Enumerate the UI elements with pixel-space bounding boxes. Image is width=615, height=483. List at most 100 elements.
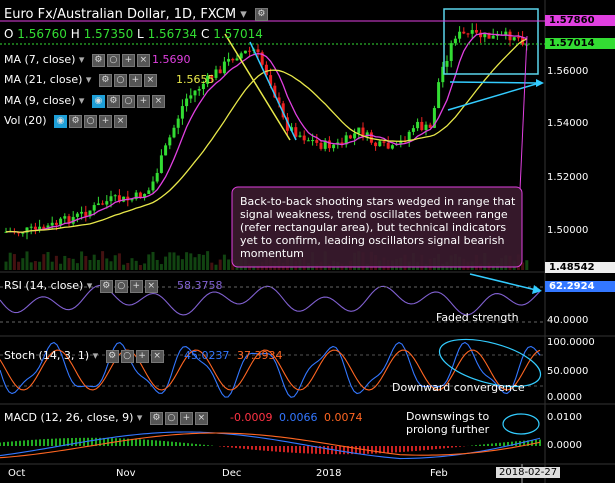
add-icon[interactable]: + [99,114,113,128]
settings-icon[interactable]: ⚙ [99,279,113,293]
volume-bar [164,256,168,270]
volume-bar [525,260,529,270]
candle-body [361,127,365,137]
stoch-label: Stoch (14, 3, 1) [4,349,90,362]
macd-hist-bar [391,446,393,453]
volume-bar [222,254,226,270]
chevron-down-icon[interactable]: ▾ [92,349,99,362]
eye-icon[interactable]: ◉ [54,114,68,128]
candle-body [50,222,54,226]
ma7-legend[interactable]: MA (7, close) ▾ ⚙ ○ + × 1.5690 [4,53,191,67]
chevron-down-icon[interactable]: ▾ [85,73,92,86]
settings-icon[interactable]: ⚙ [91,53,105,67]
rsi-legend[interactable]: RSI (14, close) ▾ ⚙ ○ + × 58.3758 [4,279,223,293]
eye-icon[interactable]: ◉ [91,94,105,108]
dec-trend-line-1[interactable] [224,33,291,141]
ma-trend-arrow[interactable] [447,83,537,111]
candle-body [239,53,243,59]
hide-icon[interactable]: ○ [164,411,178,425]
hide-icon[interactable]: ○ [84,114,98,128]
add-icon[interactable]: + [136,94,150,108]
add-icon[interactable]: + [121,53,135,67]
volume-bar [17,261,21,270]
macd-hist-bar [323,446,325,455]
macd-hist-bar [435,446,437,450]
macd-hist-bar [135,439,137,446]
chevron-down-icon[interactable]: ▾ [86,279,93,292]
settings-icon[interactable]: ⚙ [69,114,83,128]
candle-body [189,95,193,99]
stoch-legend[interactable]: Stoch (14, 3, 1) ▾ ⚙ ○ + × 45.0237 37.3934 [4,349,283,363]
macd-legend[interactable]: MACD (12, 26, close, 9) ▾ ⚙ ○ + × -0.0009 0… [4,411,363,425]
stoch-ellipse[interactable] [435,330,546,396]
close-icon[interactable]: × [114,114,128,128]
macd-hist-bar [283,446,285,453]
add-icon[interactable]: + [129,279,143,293]
settings-icon[interactable]: ⚙ [254,8,268,21]
candle-body [235,58,239,61]
chevron-down-icon[interactable]: ▾ [78,94,85,107]
range-rectangle[interactable] [443,8,539,75]
hide-icon[interactable]: ○ [120,349,134,363]
macd-hist-bar [411,446,413,452]
time-label: Dec [222,468,242,479]
settings-icon[interactable]: ⚙ [106,94,120,108]
dec-trend-line-2[interactable] [249,41,297,141]
candle-body [25,227,29,233]
macd-hist-bar [175,442,177,446]
symbol-title[interactable]: Euro Fx/Australian Dollar, 1D, FXCM [4,7,237,22]
hide-icon[interactable]: ○ [121,94,135,108]
stoch-d-value: 37.3934 [237,349,283,362]
macd-hist-bar [479,444,481,446]
upper-trend-line[interactable] [449,81,537,84]
settings-icon[interactable]: ⚙ [149,411,163,425]
time-label: Oct [8,468,26,479]
hide-icon[interactable]: ○ [106,53,120,67]
ma21-legend[interactable]: MA (21, close) ▾ ⚙ ○ + × 1.5655 [4,73,215,87]
close-icon[interactable]: × [151,94,165,108]
macd-hist-bar [407,446,409,452]
candle-body [264,64,268,76]
close-icon[interactable]: × [194,411,208,425]
macd-hist-bar [39,439,41,446]
macd-hist-bar [311,446,313,454]
macd-hist-bar [491,443,493,446]
macd-ellipse[interactable] [502,413,540,435]
candle-body [378,141,382,147]
low-value: 1.56734 [147,27,198,41]
ma21-line [5,38,528,233]
add-icon[interactable]: + [128,73,142,87]
close-icon[interactable]: × [136,53,150,67]
price-label: 1.56000 [547,66,589,77]
hide-icon[interactable]: ○ [113,73,127,87]
close-icon[interactable]: × [150,349,164,363]
volume-bar [75,263,79,270]
volume-bar [193,257,197,270]
add-icon[interactable]: + [179,411,193,425]
add-icon[interactable]: + [135,349,149,363]
volume-legend[interactable]: Vol (20) ◉ ⚙ ○ + × [4,114,129,128]
hide-icon[interactable]: ○ [114,279,128,293]
chevron-down-icon[interactable]: ▾ [78,53,85,66]
candle-body [67,216,71,224]
candle-body [437,82,441,109]
candle-body [88,210,92,217]
chevron-down-icon[interactable]: ▾ [136,411,143,424]
stoch-d-line [0,349,541,391]
settings-icon[interactable]: ⚙ [98,73,112,87]
rsi-axis-label: 40.0000 [547,315,589,326]
low-label: L [137,27,144,41]
macd-hist-bar [379,446,381,454]
close-icon[interactable]: × [144,279,158,293]
volume-bar [54,255,58,270]
chevron-down-icon[interactable]: ▾ [240,7,247,22]
ma9-legend[interactable]: MA (9, close) ▾ ◉ ⚙ ○ + × [4,94,167,108]
close-icon[interactable]: × [143,73,157,87]
price-label: 1.50000 [547,225,589,236]
candle-body [46,225,50,230]
volume-bar [117,253,121,270]
volume-bar [197,254,201,270]
macd-hist-bar [131,438,133,446]
settings-icon[interactable]: ⚙ [105,349,119,363]
